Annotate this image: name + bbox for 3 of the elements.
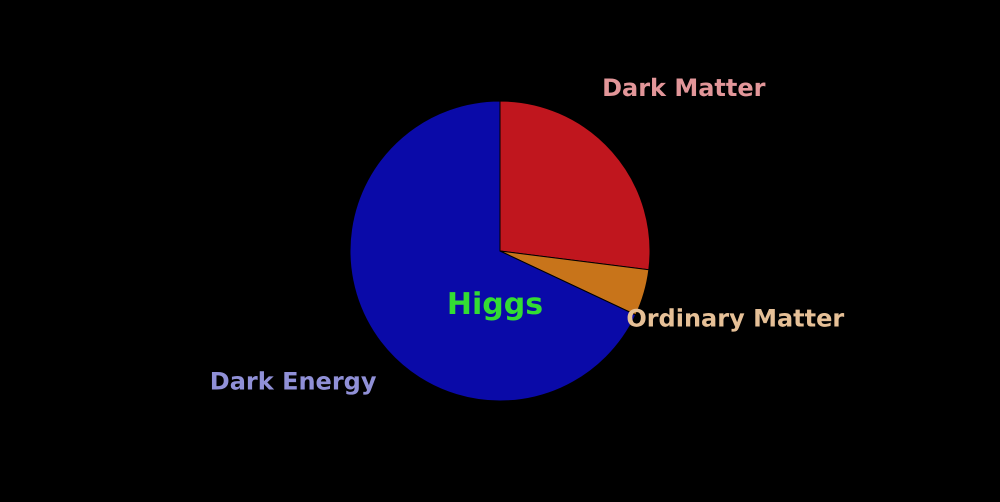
text: Higgs — [446, 287, 544, 322]
slice-label: Dark Energy — [210, 367, 377, 396]
slice-label: Dark Matter — [602, 74, 766, 102]
